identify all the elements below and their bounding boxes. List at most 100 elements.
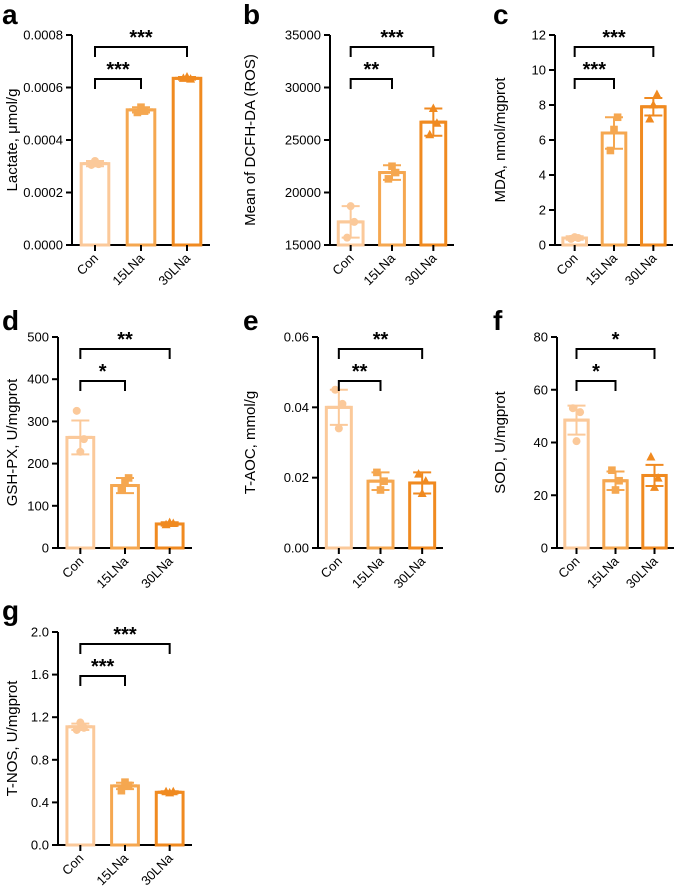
data-point	[334, 424, 343, 433]
bar-Con	[65, 725, 96, 847]
y-tick-label: 0	[539, 238, 546, 253]
x-tick-label: 15LNa	[349, 553, 387, 591]
y-tick-label: 0.0000	[23, 238, 63, 253]
significance-label: *	[592, 361, 600, 383]
data-point	[613, 113, 622, 122]
significance-bracket	[349, 46, 435, 57]
y-tick-label: 2	[539, 203, 546, 218]
chart-panel-g: g T-NOS, U/mgprot 0.0 0.4 0.8 1.2 1.6 2.0 Con 15L…	[2, 595, 192, 888]
significance-bracket	[575, 348, 656, 359]
significance-label: ***	[106, 59, 130, 81]
y-tick-label: 0	[42, 541, 49, 556]
data-point	[425, 129, 435, 139]
significance-label: ***	[91, 656, 115, 678]
x-tick-label: Con	[555, 554, 582, 581]
significance-bracket	[79, 675, 126, 686]
significance-bracket	[575, 380, 617, 391]
data-point	[79, 435, 88, 444]
y-tick-label: 15000	[285, 238, 321, 253]
data-point	[576, 408, 585, 417]
significance-label: **	[373, 329, 389, 351]
panel-letter: b	[243, 0, 260, 30]
y-tick-label: 6	[539, 133, 546, 148]
panel-letter: a	[2, 0, 18, 30]
panel-letter: c	[493, 0, 509, 30]
x-tick-label: 15LNa	[582, 250, 620, 288]
y-tick-label: 20	[534, 488, 548, 503]
y-axis-label: T-NOS, U/mgprot	[4, 680, 21, 797]
bar-30LNa	[419, 120, 448, 247]
data-point	[574, 234, 583, 242]
data-point	[133, 108, 142, 117]
data-point	[72, 725, 81, 734]
y-tick-label: 400	[27, 372, 49, 387]
y-tick-label: 0.02	[284, 470, 309, 485]
significance-label: **	[352, 361, 368, 383]
data-point	[388, 162, 396, 171]
data-point	[572, 437, 581, 446]
data-point	[346, 202, 355, 211]
chart-panel-c: c MDA, nmol/mgprot 0 2 4 6 8 10 12 Con 15LNa 30LNa *…	[492, 0, 673, 288]
x-tick-label: Con	[553, 251, 580, 278]
data-point	[124, 781, 133, 790]
chart-panel-e: e T-AOC, mmol/g 0.00 0.02 0.04 0.06 Con 15LNa 30…	[242, 305, 443, 591]
data-point	[79, 723, 88, 732]
data-point	[428, 103, 438, 112]
y-axis-label: Lactate, μmol/g	[4, 89, 21, 192]
data-point	[186, 74, 196, 83]
data-point	[645, 114, 655, 123]
significance-bracket	[79, 643, 171, 654]
y-tick-label: 8	[539, 98, 546, 113]
significance-bracket	[573, 46, 655, 57]
significance-label: **	[364, 59, 380, 81]
data-point	[168, 786, 178, 796]
y-tick-label: 2.0	[31, 625, 49, 640]
significance-label: ***	[129, 27, 153, 49]
bar-30LNa	[154, 790, 185, 847]
bar-15LNa	[110, 484, 140, 550]
data-point	[94, 160, 103, 169]
y-tick-label: 10	[532, 63, 546, 78]
x-tick-label: 30LNa	[622, 250, 660, 288]
x-tick-label: 15LNa	[360, 250, 398, 288]
x-tick-label: 30LNa	[138, 850, 176, 888]
data-point	[124, 474, 133, 482]
x-tick-label: 30LNa	[402, 250, 440, 288]
data-point	[140, 107, 149, 115]
chart-panel-b: b Mean of DCFH-DA (ROS) 15000 20000 25000 300…	[242, 0, 454, 288]
bar-15LNa	[125, 108, 157, 247]
significance-label: **	[117, 329, 133, 351]
data-point	[117, 786, 126, 795]
data-point	[384, 175, 393, 183]
y-axis-label: GSH-PX, U/mgprot	[4, 378, 21, 506]
y-axis-label: MDA, nmol/mgprot	[492, 77, 509, 203]
significance-bracket	[94, 46, 188, 57]
bar-30LNa	[640, 105, 667, 247]
panel-letter: g	[2, 595, 19, 626]
bar-15LNa	[110, 784, 140, 847]
x-tick-label: 30LNa	[623, 553, 661, 591]
y-tick-label: 0.0002	[23, 185, 63, 200]
significance-bracket	[79, 348, 171, 359]
significance-label: ***	[113, 624, 137, 646]
data-point	[653, 473, 663, 482]
data-point	[137, 103, 145, 111]
x-tick-label: Con	[74, 251, 101, 278]
data-point	[117, 485, 126, 494]
significance-bracket	[79, 380, 126, 391]
y-tick-label: 0.8	[31, 752, 49, 767]
x-tick-label: 15LNa	[93, 850, 131, 888]
data-point	[608, 466, 616, 474]
y-tick-label: 1.6	[31, 667, 49, 682]
chart-panel-a: a Lactate, μmol/g 0.0000 0.0002 0.0004 0.0006…	[2, 0, 210, 288]
y-tick-label: 0.00	[284, 541, 309, 556]
significance-bracket	[337, 380, 382, 391]
x-tick-label: 15LNa	[109, 250, 147, 288]
y-tick-label: 0.4	[31, 795, 49, 810]
y-tick-label: 100	[27, 498, 49, 513]
data-point	[610, 125, 618, 134]
x-tick-label: 30LNa	[155, 250, 193, 288]
y-tick-label: 12	[532, 28, 546, 43]
bar-30LNa	[171, 76, 203, 247]
y-tick-label: 0.06	[284, 330, 309, 345]
